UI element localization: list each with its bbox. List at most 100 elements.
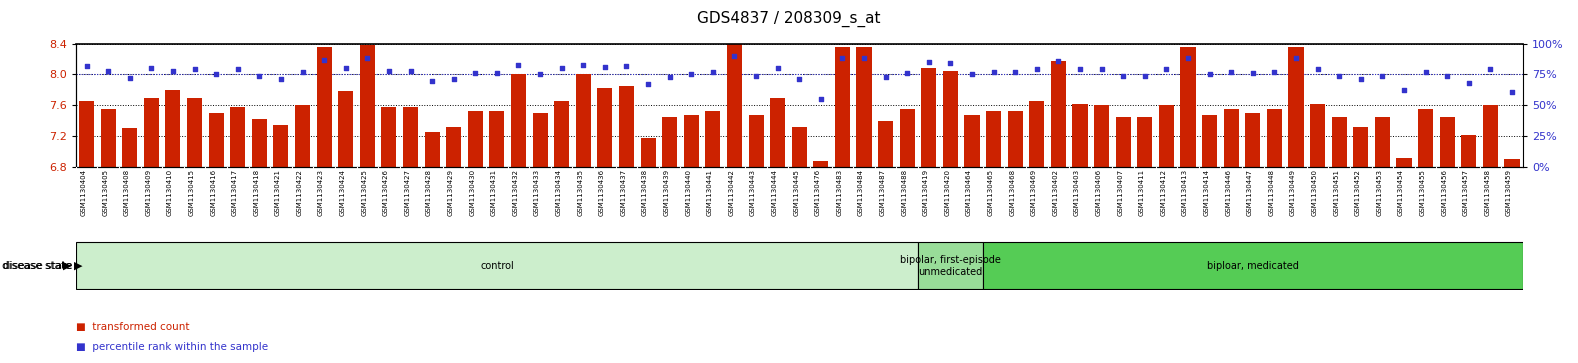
Bar — [317, 48, 331, 167]
Point — [636, 81, 661, 87]
Text: GSM1130442: GSM1130442 — [729, 169, 734, 216]
Text: GSM1130454: GSM1130454 — [1398, 169, 1404, 216]
Text: GSM1130415: GSM1130415 — [188, 169, 194, 216]
Text: GSM1130417: GSM1130417 — [232, 169, 238, 216]
Bar — [1483, 105, 1498, 167]
Text: GSM1130402: GSM1130402 — [1053, 169, 1059, 216]
Bar — [683, 115, 699, 167]
Text: GSM1130422: GSM1130422 — [297, 169, 303, 216]
Text: GSM1130465: GSM1130465 — [988, 169, 994, 216]
Text: GSM1130440: GSM1130440 — [685, 169, 691, 216]
Text: GSM1130427: GSM1130427 — [404, 169, 410, 216]
Bar — [663, 117, 677, 167]
Text: GSM1130432: GSM1130432 — [513, 169, 519, 216]
Text: GSM1130405: GSM1130405 — [103, 169, 109, 216]
Point — [1131, 73, 1157, 78]
Bar — [252, 119, 267, 167]
Point — [830, 56, 855, 61]
Point — [1283, 56, 1308, 61]
Bar — [877, 121, 893, 167]
Text: GSM1130414: GSM1130414 — [1204, 169, 1210, 216]
Text: GSM1130464: GSM1130464 — [966, 169, 972, 216]
Text: GSM1130459: GSM1130459 — [1505, 169, 1512, 216]
Bar — [467, 111, 483, 167]
Text: GSM1130483: GSM1130483 — [836, 169, 843, 216]
Bar — [1029, 101, 1045, 167]
Point — [787, 77, 813, 82]
Point — [592, 64, 617, 70]
Text: GSM1130444: GSM1130444 — [772, 169, 778, 216]
Bar — [1073, 104, 1087, 167]
Point — [181, 66, 207, 72]
Text: GSM1130409: GSM1130409 — [145, 169, 151, 216]
Point — [117, 75, 142, 81]
FancyBboxPatch shape — [983, 242, 1523, 289]
Bar — [1289, 48, 1303, 167]
Text: biploar, medicated: biploar, medicated — [1207, 261, 1299, 271]
Text: GSM1130446: GSM1130446 — [1225, 169, 1231, 216]
Text: GSM1130418: GSM1130418 — [254, 169, 259, 216]
Bar — [986, 111, 1000, 167]
Text: GSM1130449: GSM1130449 — [1289, 169, 1296, 216]
Bar — [532, 113, 548, 167]
Text: GSM1130423: GSM1130423 — [319, 169, 323, 216]
Point — [226, 66, 251, 72]
Text: GSM1130404: GSM1130404 — [80, 169, 87, 216]
Bar — [1504, 159, 1520, 167]
Point — [1067, 66, 1092, 72]
Bar — [79, 101, 95, 167]
Text: GSM1130488: GSM1130488 — [901, 169, 907, 216]
Text: GSM1130452: GSM1130452 — [1356, 169, 1360, 216]
Text: GSM1130413: GSM1130413 — [1182, 169, 1188, 216]
Bar — [166, 90, 180, 167]
Point — [701, 69, 726, 75]
Point — [656, 74, 682, 80]
Text: GSM1130441: GSM1130441 — [707, 169, 713, 216]
Text: GSM1130420: GSM1130420 — [945, 169, 950, 216]
Text: GSM1130453: GSM1130453 — [1376, 169, 1382, 216]
Point — [204, 72, 229, 77]
Text: GSM1130443: GSM1130443 — [750, 169, 756, 216]
Bar — [1094, 105, 1109, 167]
Text: GSM1130434: GSM1130434 — [555, 169, 562, 216]
Text: GSM1130435: GSM1130435 — [578, 169, 584, 216]
Point — [246, 73, 271, 78]
Point — [311, 57, 336, 62]
Text: GSM1130412: GSM1130412 — [1160, 169, 1166, 216]
Text: GSM1130457: GSM1130457 — [1463, 169, 1469, 216]
Text: GSM1130419: GSM1130419 — [923, 169, 929, 216]
Text: GSM1130448: GSM1130448 — [1269, 169, 1275, 216]
Text: ▶: ▶ — [74, 261, 82, 271]
Text: GSM1130428: GSM1130428 — [426, 169, 432, 216]
Bar — [1461, 135, 1477, 167]
Text: GSM1130430: GSM1130430 — [469, 169, 475, 216]
Text: GSM1130447: GSM1130447 — [1247, 169, 1253, 216]
Text: ▶: ▶ — [63, 261, 71, 271]
Bar — [1223, 109, 1239, 167]
Point — [679, 72, 704, 77]
Point — [1348, 77, 1373, 82]
Point — [765, 65, 791, 71]
Point — [895, 70, 920, 76]
Bar — [944, 70, 958, 167]
Point — [1456, 80, 1482, 86]
Bar — [1158, 105, 1174, 167]
Bar — [554, 101, 570, 167]
Text: GSM1130416: GSM1130416 — [210, 169, 216, 216]
Point — [873, 74, 898, 80]
Point — [571, 62, 596, 68]
Bar — [857, 48, 871, 167]
Text: control: control — [480, 261, 514, 271]
Bar — [1138, 117, 1152, 167]
Bar — [1374, 117, 1390, 167]
Point — [527, 72, 552, 77]
Text: GSM1130431: GSM1130431 — [491, 169, 497, 216]
Bar — [230, 107, 245, 167]
Bar — [619, 86, 634, 167]
Text: GSM1130438: GSM1130438 — [642, 169, 649, 216]
Text: disease state: disease state — [3, 261, 73, 271]
Point — [74, 63, 99, 69]
Point — [982, 69, 1007, 75]
Text: GSM1130410: GSM1130410 — [167, 169, 174, 216]
Text: GSM1130411: GSM1130411 — [1139, 169, 1144, 216]
